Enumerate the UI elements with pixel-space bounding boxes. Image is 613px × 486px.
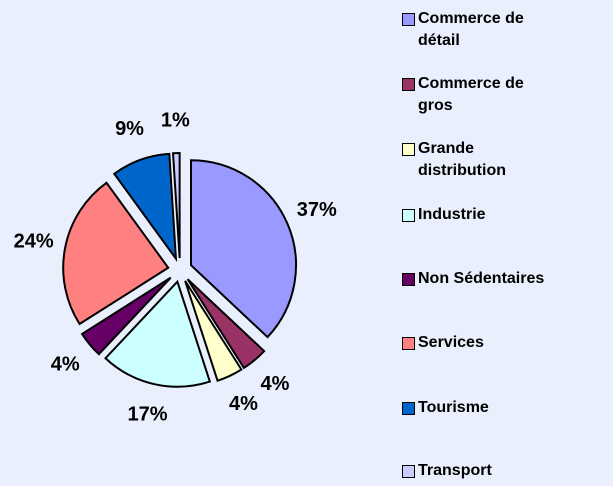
data-label: 37% [297,199,337,221]
legend-swatch [402,337,415,350]
legend-item: Transport [402,460,592,482]
legend-label: Industrie [418,206,486,223]
legend-item: Commerce de détail [402,8,592,52]
pie-slice [190,159,297,339]
pie-area: 37%4%4%17%4%24%9% 1% [14,109,337,426]
legend-swatch [402,13,415,26]
legend-item: Services [402,332,592,354]
data-label: 4% [261,373,290,395]
legend-item: Commerce de gros [402,73,592,117]
legend-item: Tourisme [402,397,592,419]
legend-item: Industrie [402,204,592,226]
legend-swatch [402,465,415,478]
pie-slice [184,280,243,382]
pie-slice [112,152,178,263]
legend-swatch [402,143,415,156]
pie-slice [186,278,266,370]
legend-label: Transport [418,462,492,479]
data-label: 4% [51,353,80,375]
legend-label: Tourisme [418,399,489,416]
legend-label: Services [418,334,484,351]
pie-slice [62,181,170,326]
pie-slice [104,279,212,388]
legend-swatch [402,273,415,286]
data-label: 4% [229,393,258,415]
legend-swatch [402,78,415,91]
legend-label: Commerce de gros [418,75,524,114]
data-label: 1% [161,109,190,131]
data-label: 24% [14,230,54,252]
pie-slice [171,152,181,259]
legend-label: Grande distribution [418,140,506,179]
legend-item: Non Sédentaires [402,268,592,290]
pie-slice [80,276,172,356]
legend-swatch [402,209,415,222]
legend-label: Commerce de détail [418,10,524,49]
data-label: 9% [115,118,144,140]
data-label: 17% [127,404,167,426]
legend-swatch [402,402,415,415]
legend-item: Grande distribution [402,138,592,182]
legend-label: Non Sédentaires [418,270,545,287]
